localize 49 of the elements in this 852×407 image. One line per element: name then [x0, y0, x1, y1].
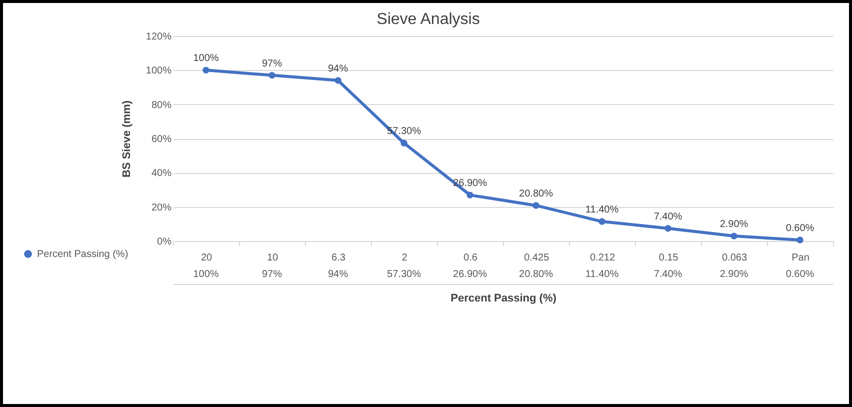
text: 11.40%: [585, 204, 619, 216]
data-label: 94%: [328, 269, 348, 280]
point: [598, 218, 606, 225]
data-label: 7.40%: [654, 269, 682, 280]
y-tick-label: 120%: [146, 32, 172, 42]
y-tick-label: 100%: [146, 66, 172, 77]
text: 94%: [328, 63, 348, 74]
x-tick-label: 10: [266, 252, 278, 264]
chart-title: Sieve Analysis: [376, 11, 480, 28]
point: [796, 236, 804, 244]
point: [400, 140, 408, 146]
point: [334, 77, 342, 84]
x-tick-label: 2: [402, 252, 408, 264]
data-label: 20.80%: [519, 269, 554, 280]
x-tick-label: 0.15: [658, 252, 679, 264]
x-tick-label: 6.3: [332, 252, 346, 264]
y-tick-label: 40%: [151, 168, 172, 180]
point: [202, 66, 210, 74]
data-label: 97%: [262, 269, 282, 280]
data-label: 100%: [193, 269, 219, 280]
point: [466, 192, 474, 198]
text: 20.80%: [519, 188, 553, 200]
data-label: 11.40%: [585, 269, 619, 280]
text: 2.90%: [720, 219, 748, 230]
x-tick-label: 0.6: [464, 252, 478, 264]
y-axis-title: BS Sieve (mm): [120, 100, 133, 178]
data-label: 26.90%: [453, 269, 488, 280]
point: [664, 225, 672, 232]
point: [532, 202, 540, 209]
data-label: 2.90%: [720, 269, 748, 280]
y-tick-label: 60%: [151, 134, 172, 145]
data-label: 0.60%: [786, 269, 814, 280]
x-tick-label: 0.425: [524, 252, 550, 264]
text: 97%: [262, 58, 282, 70]
y-tick-label: 0%: [157, 236, 172, 248]
x-tick-label: Pan: [792, 252, 810, 264]
text: 7.40%: [654, 211, 682, 222]
point: [268, 72, 276, 79]
x-tick-label: 0.063: [722, 252, 748, 264]
point: [730, 232, 738, 240]
legend-label: Percent Passing (%): [37, 249, 128, 260]
x-tick-label: 0.212: [590, 252, 616, 264]
data-label: 57.30%: [387, 269, 422, 280]
y-tick-label: 80%: [151, 100, 172, 111]
x-axis-title: Percent Passing (%): [450, 292, 557, 304]
x-tick-label: 20: [200, 252, 212, 264]
y-tick-label: 20%: [151, 202, 172, 214]
text: 0.60%: [786, 222, 814, 234]
text: 100%: [193, 53, 219, 64]
